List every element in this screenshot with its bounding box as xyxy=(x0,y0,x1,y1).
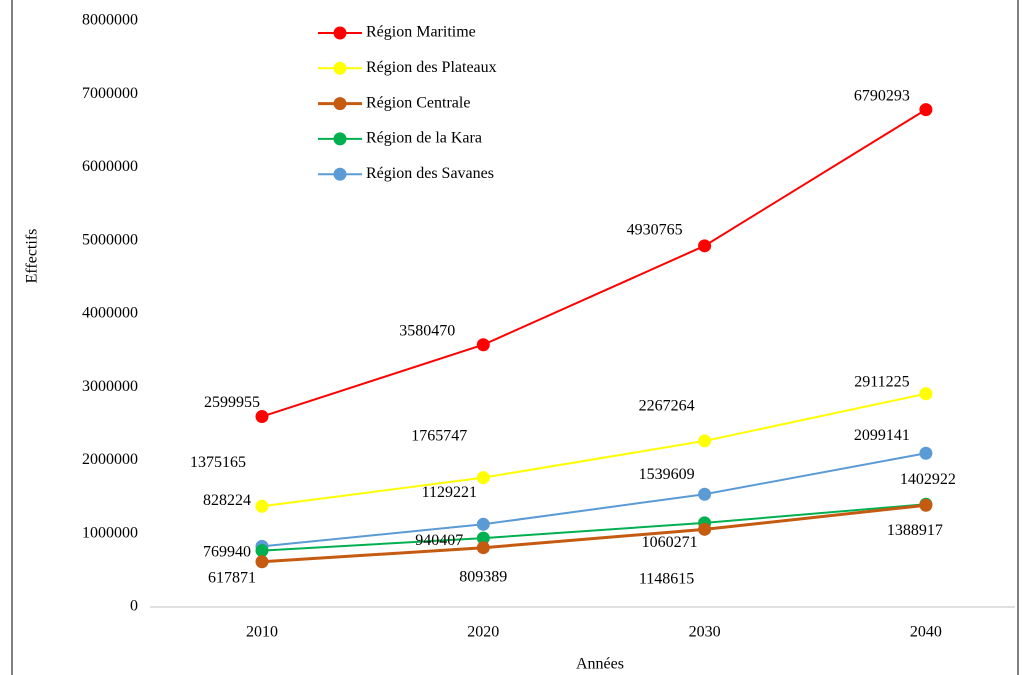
data-label: 6790293 xyxy=(854,87,910,104)
data-point xyxy=(476,338,490,352)
data-point xyxy=(919,498,933,512)
data-point xyxy=(476,517,490,531)
data-point xyxy=(919,387,933,401)
y-tick-label: 8000000 xyxy=(82,12,138,29)
legend-label: Région Maritime xyxy=(366,24,476,41)
series-line xyxy=(261,108,927,418)
data-label: 2267264 xyxy=(639,398,695,415)
legend-marker xyxy=(333,26,347,40)
data-label: 1060271 xyxy=(642,534,698,551)
series-line xyxy=(261,452,927,548)
data-point xyxy=(698,434,712,448)
series-line xyxy=(261,392,927,508)
data-point xyxy=(698,522,712,536)
x-axis-title: Années xyxy=(576,656,624,673)
data-label: 2911225 xyxy=(854,373,909,390)
x-tick-label: 2020 xyxy=(467,624,499,641)
y-tick-label: 3000000 xyxy=(82,378,138,395)
data-point xyxy=(476,541,490,555)
data-point xyxy=(255,544,269,558)
data-point xyxy=(255,410,269,424)
legend-marker xyxy=(333,167,347,181)
data-label: 809389 xyxy=(459,568,507,585)
x-tick-label: 2040 xyxy=(910,624,942,641)
data-label: 617871 xyxy=(208,569,256,586)
legend-marker xyxy=(333,61,347,75)
y-tick-label: 0 xyxy=(130,598,138,615)
series-line xyxy=(261,503,927,564)
data-point xyxy=(698,239,712,253)
data-point xyxy=(255,499,269,513)
data-label: 2599955 xyxy=(204,394,260,411)
data-point xyxy=(698,487,712,501)
y-tick-label: 7000000 xyxy=(82,85,138,102)
legend-label: Région Centrale xyxy=(366,94,470,111)
data-label: 940407 xyxy=(415,532,463,549)
data-point xyxy=(919,446,933,460)
legend-marker xyxy=(333,97,347,111)
data-label: 1148615 xyxy=(639,571,694,588)
legend-marker xyxy=(333,132,347,146)
data-point xyxy=(476,471,490,485)
data-label: 1539609 xyxy=(639,466,695,483)
data-label: 1129221 xyxy=(422,484,477,501)
data-label: 769940 xyxy=(203,543,251,560)
series-line xyxy=(261,503,926,552)
y-tick-label: 4000000 xyxy=(82,305,138,322)
data-point xyxy=(919,103,933,117)
legend-label: Région des Plateaux xyxy=(366,59,497,76)
data-label: 828224 xyxy=(203,492,251,509)
x-tick-label: 2030 xyxy=(689,624,721,641)
data-label: 3580470 xyxy=(399,322,455,339)
data-label: 2099141 xyxy=(854,427,910,444)
y-tick-label: 1000000 xyxy=(82,524,138,541)
legend-label: Région de la Kara xyxy=(366,130,482,147)
x-tick-label: 2010 xyxy=(246,624,278,641)
data-label: 1402922 xyxy=(900,471,956,488)
y-tick-label: 2000000 xyxy=(82,451,138,468)
y-tick-label: 6000000 xyxy=(82,158,138,175)
y-axis-title: Effectifs xyxy=(24,229,41,284)
data-label: 4930765 xyxy=(627,221,683,238)
y-tick-label: 5000000 xyxy=(82,231,138,248)
data-label: 1375165 xyxy=(190,454,246,471)
data-label: 1765747 xyxy=(411,427,467,444)
data-point xyxy=(476,531,490,545)
frame xyxy=(11,0,1019,675)
data-label: 1388917 xyxy=(887,522,943,539)
data-point xyxy=(255,555,269,569)
legend-label: Région des Savanes xyxy=(366,165,494,182)
